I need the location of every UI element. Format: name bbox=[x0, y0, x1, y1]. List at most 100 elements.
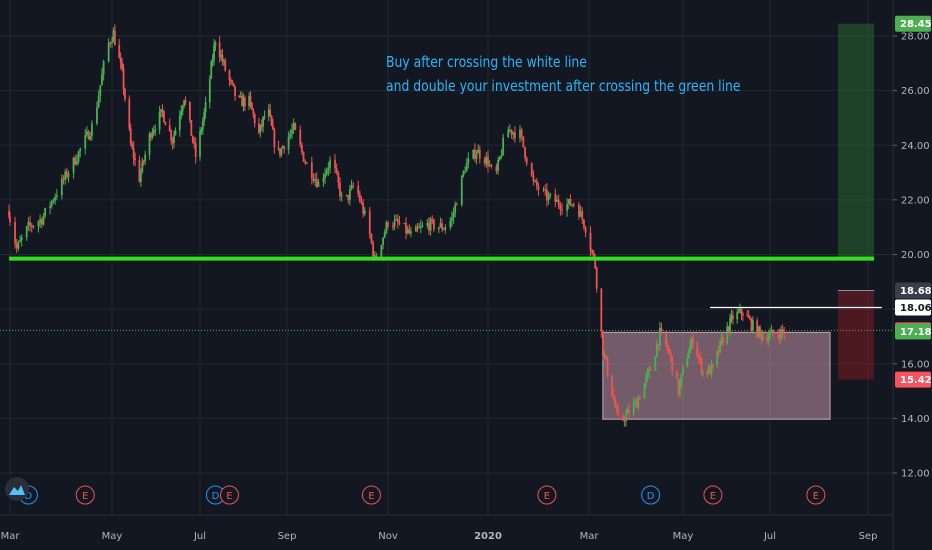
candle-body bbox=[556, 199, 558, 202]
candle-body bbox=[160, 109, 162, 113]
candle-body bbox=[689, 346, 692, 354]
candle-body bbox=[141, 160, 144, 173]
candle-body bbox=[487, 156, 489, 166]
earnings-event[interactable]: E bbox=[75, 485, 95, 505]
candle-body bbox=[431, 219, 434, 221]
candle-body bbox=[139, 172, 142, 182]
candle-body bbox=[87, 131, 90, 140]
price-tick-label: 28.00 bbox=[901, 32, 930, 43]
earnings-event[interactable]: E bbox=[806, 485, 826, 505]
event-label: E bbox=[368, 491, 374, 502]
candle-body bbox=[679, 382, 681, 395]
earnings-event[interactable]: E bbox=[361, 485, 381, 505]
candle-body bbox=[519, 129, 521, 139]
time-axis[interactable]: Mar May Jul Sep Nov 2020 Mar May Jul Sep bbox=[0, 514, 893, 542]
candle-body bbox=[231, 80, 234, 84]
candle-body bbox=[387, 222, 389, 227]
price-tick-label: 16.00 bbox=[901, 359, 930, 370]
candle-body bbox=[158, 112, 161, 130]
candle-body bbox=[532, 175, 535, 181]
dividend-event[interactable]: D bbox=[641, 485, 661, 505]
candle-body bbox=[594, 256, 597, 268]
candle-body bbox=[152, 130, 155, 133]
event-circle bbox=[361, 485, 381, 505]
candle-body bbox=[267, 109, 270, 117]
candle-body bbox=[171, 140, 174, 143]
candle-body bbox=[101, 73, 103, 86]
candle-body bbox=[372, 242, 374, 257]
earnings-event[interactable]: E bbox=[537, 485, 557, 505]
candle-body bbox=[368, 210, 371, 235]
candle-body bbox=[439, 223, 442, 228]
candle-body bbox=[747, 315, 750, 318]
tradingview-logo[interactable] bbox=[5, 477, 29, 501]
candle-body bbox=[700, 358, 703, 373]
candle-body bbox=[129, 128, 132, 144]
candle-body bbox=[626, 409, 629, 414]
candle-body bbox=[25, 226, 28, 238]
earnings-event[interactable]: E bbox=[703, 485, 723, 505]
event-circle bbox=[537, 485, 557, 505]
candle-body bbox=[273, 129, 276, 148]
candle-body bbox=[260, 124, 263, 127]
event-label: D bbox=[647, 491, 655, 502]
candle-body bbox=[249, 95, 252, 103]
candle-body bbox=[37, 221, 40, 227]
candle-body bbox=[14, 222, 16, 244]
time-tick-label: Sep bbox=[859, 531, 878, 542]
earnings-event[interactable]: E bbox=[219, 485, 239, 505]
candle-body bbox=[283, 146, 286, 150]
candle-body bbox=[522, 136, 525, 148]
candle-body bbox=[204, 102, 207, 113]
dividend-event[interactable]: D bbox=[205, 485, 225, 505]
candle-body bbox=[52, 200, 55, 202]
price-label: 28.45 bbox=[900, 19, 932, 30]
candle-body bbox=[635, 400, 638, 408]
candle-body bbox=[583, 219, 585, 228]
candle-body bbox=[467, 158, 470, 164]
candle-body bbox=[183, 100, 186, 107]
candle-body bbox=[258, 123, 260, 133]
time-tick-label: Jul bbox=[193, 531, 206, 542]
candle-body bbox=[686, 358, 689, 367]
candle-body bbox=[281, 146, 284, 148]
candle-body bbox=[460, 175, 463, 206]
candle-body bbox=[357, 185, 360, 194]
candle-body bbox=[111, 42, 113, 44]
candle-body bbox=[151, 132, 154, 138]
candle-body bbox=[510, 129, 513, 135]
candle-body bbox=[132, 147, 135, 159]
candle-body bbox=[122, 68, 125, 90]
candle-body bbox=[589, 232, 592, 251]
candle-body bbox=[272, 125, 274, 130]
candle-body bbox=[544, 189, 547, 191]
candle-body bbox=[393, 220, 396, 227]
candle-body bbox=[60, 178, 63, 196]
candle-body bbox=[720, 337, 723, 341]
candle-body bbox=[65, 171, 68, 178]
event-circle bbox=[219, 485, 239, 505]
candle-body bbox=[253, 114, 256, 124]
candle-body bbox=[180, 111, 183, 116]
candle-body bbox=[472, 149, 475, 159]
candle-body bbox=[184, 100, 187, 102]
price-label: 17.18 bbox=[900, 327, 932, 338]
candle-body bbox=[778, 335, 781, 339]
time-tick-label: 2020 bbox=[474, 531, 502, 542]
candle-body bbox=[581, 211, 584, 220]
candle-body bbox=[637, 398, 640, 408]
candle-body bbox=[571, 204, 574, 206]
candle-body bbox=[395, 219, 398, 221]
price-axis[interactable]: 12.0014.0016.0018.0020.0022.0024.0026.00… bbox=[892, 0, 932, 550]
candle-body bbox=[203, 112, 206, 122]
candle-body bbox=[55, 195, 58, 198]
candle-body bbox=[304, 161, 307, 164]
drawn-lines bbox=[0, 256, 893, 331]
candle-body bbox=[592, 251, 595, 257]
candle-body bbox=[696, 344, 699, 357]
candle-body bbox=[67, 173, 70, 178]
annotation-line-1: Buy after crossing the white line bbox=[386, 53, 587, 71]
candle-body bbox=[291, 129, 293, 134]
time-tick-label: Sep bbox=[278, 531, 297, 542]
